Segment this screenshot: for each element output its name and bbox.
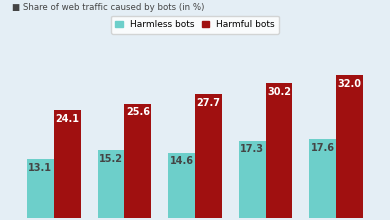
Text: 32.0: 32.0: [338, 79, 362, 89]
Bar: [168, 153, 195, 218]
Legend: Harmless bots, Harmful bots: Harmless bots, Harmful bots: [111, 16, 279, 34]
Bar: [195, 94, 222, 218]
Text: 30.2: 30.2: [267, 87, 291, 97]
Bar: [309, 139, 336, 218]
Bar: [239, 141, 266, 218]
Text: 13.1: 13.1: [28, 163, 52, 173]
Bar: [54, 110, 81, 218]
Text: 17.6: 17.6: [311, 143, 335, 153]
Text: 15.2: 15.2: [99, 154, 123, 164]
Bar: [336, 75, 363, 218]
Text: 14.6: 14.6: [170, 156, 193, 166]
Bar: [27, 160, 54, 218]
Text: 17.3: 17.3: [240, 144, 264, 154]
Text: 25.6: 25.6: [126, 107, 150, 117]
Bar: [124, 104, 151, 218]
Bar: [266, 83, 292, 218]
Text: 24.1: 24.1: [55, 114, 79, 124]
Text: 27.7: 27.7: [197, 98, 220, 108]
Text: ■ Share of web traffic caused by bots (in %): ■ Share of web traffic caused by bots (i…: [12, 3, 204, 12]
Bar: [98, 150, 124, 218]
